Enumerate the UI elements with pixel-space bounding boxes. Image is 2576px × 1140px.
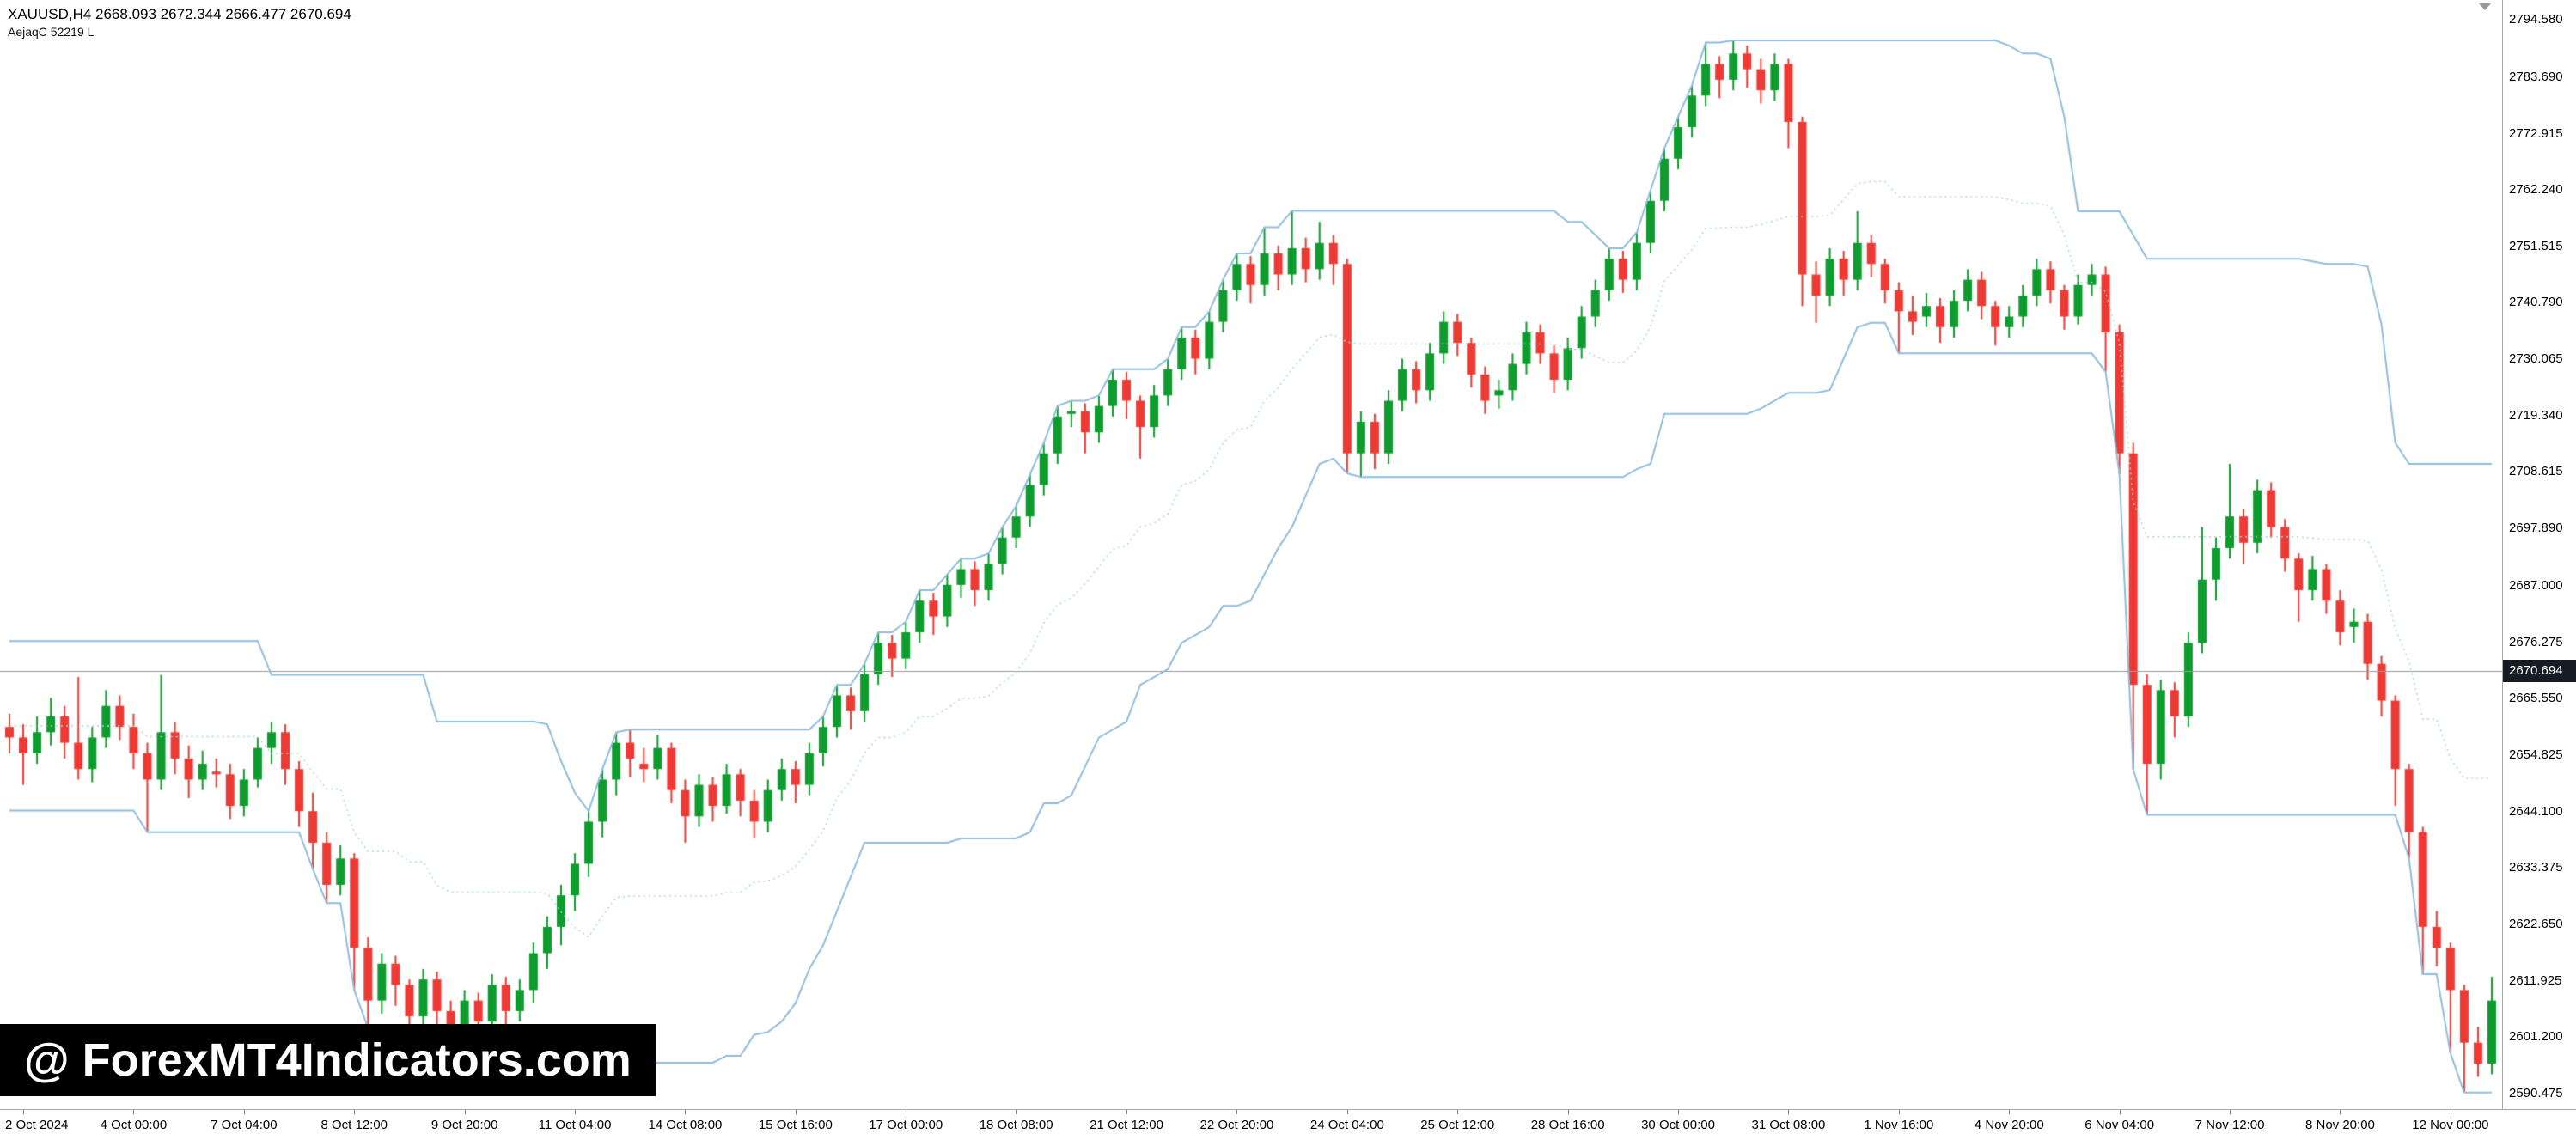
price-axis-label: 2730.065: [2509, 351, 2563, 367]
time-axis-label: 14 Oct 08:00: [648, 1118, 723, 1132]
time-axis-tick: [2009, 1110, 2011, 1114]
time-axis-label: 28 Oct 16:00: [1530, 1118, 1605, 1132]
price-axis-label: 2665.550: [2509, 691, 2563, 706]
time-axis-label: 9 Oct 20:00: [430, 1118, 498, 1132]
time-axis-label: 21 Oct 12:00: [1090, 1118, 1163, 1132]
time-axis-label: 7 Oct 04:00: [211, 1118, 278, 1132]
time-axis-label: 8 Oct 12:00: [320, 1118, 388, 1132]
price-axis-label: 2719.340: [2509, 407, 2563, 423]
price-axis-separator: [2502, 0, 2503, 1109]
time-axis-tick: [1788, 1110, 1790, 1114]
time-axis-label: 4 Oct 00:00: [100, 1118, 168, 1132]
price-axis[interactable]: 2670.694 2794.580 2783.690 2772.915 2762.24…: [2503, 0, 2576, 1109]
price-axis-label: 2611.925: [2509, 972, 2562, 988]
time-axis-label: 8 Nov 20:00: [2304, 1118, 2375, 1132]
time-axis[interactable]: 2 Oct 2024 4 Oct 00:00 7 Oct 04:00 8 Oct 12…: [0, 1110, 2576, 1140]
current-price-badge: 2670.694: [2503, 659, 2576, 682]
time-axis-label: 15 Oct 16:00: [758, 1118, 833, 1132]
price-axis-label: 2772.915: [2509, 125, 2563, 141]
price-axis-label: 2762.240: [2509, 182, 2563, 198]
time-axis-tick: [1898, 1110, 1900, 1114]
price-axis-label: 2590.475: [2509, 1085, 2563, 1100]
time-axis-tick: [133, 1110, 135, 1114]
time-axis-label: 24 Oct 04:00: [1309, 1118, 1384, 1132]
time-axis-label: 1 Nov 16:00: [1864, 1118, 1934, 1132]
time-axis-label: 17 Oct 00:00: [869, 1118, 943, 1132]
symbol-ohlc-readout: XAUUSD,H4 2668.093 2672.344 2666.477 267…: [8, 6, 351, 22]
chart-shift-marker[interactable]: [2478, 3, 2492, 10]
time-axis-label: 6 Nov 04:00: [2085, 1118, 2155, 1132]
time-axis-label: 22 Oct 20:00: [1199, 1118, 1274, 1132]
time-axis-tick: [1126, 1110, 1128, 1114]
price-axis-label: 2751.515: [2509, 238, 2563, 253]
time-axis-tick: [1457, 1110, 1459, 1114]
price-axis-label: 2740.790: [2509, 295, 2563, 310]
time-axis-label: 12 Nov 00:00: [2412, 1118, 2489, 1132]
time-axis-tick: [23, 1110, 25, 1114]
watermark-text: @ ForexMT4Indicators.com: [24, 1034, 632, 1086]
candlestick-chart-canvas[interactable]: [0, 0, 2502, 1109]
time-axis-tick: [795, 1110, 797, 1114]
time-axis-label: 30 Oct 00:00: [1641, 1118, 1715, 1132]
time-axis-label: 31 Oct 08:00: [1751, 1118, 1826, 1132]
price-axis-label: 2676.275: [2509, 634, 2563, 649]
time-axis-tick: [243, 1110, 245, 1114]
time-axis-tick: [1678, 1110, 1680, 1114]
time-axis-label: 4 Nov 20:00: [1974, 1118, 2044, 1132]
price-axis-label: 2708.615: [2509, 464, 2563, 479]
time-axis-label: 7 Nov 12:00: [2194, 1118, 2265, 1132]
time-axis-tick: [2119, 1110, 2121, 1114]
time-axis-separator: [0, 1109, 2576, 1110]
time-axis-tick: [575, 1110, 577, 1114]
time-axis-tick: [1236, 1110, 1238, 1114]
price-axis-label: 2687.000: [2509, 577, 2563, 593]
price-axis-label: 2697.890: [2509, 521, 2563, 536]
time-axis-tick: [464, 1110, 466, 1114]
indicator-readout: AejaqC 52219 L: [8, 25, 95, 39]
time-axis-label: 2 Oct 2024: [5, 1118, 69, 1132]
time-axis-tick: [685, 1110, 687, 1114]
time-axis-label: 25 Oct 12:00: [1420, 1118, 1495, 1132]
time-axis-label: 18 Oct 08:00: [979, 1118, 1053, 1132]
time-axis-label: 11 Oct 04:00: [538, 1118, 612, 1132]
price-axis-label: 2654.825: [2509, 747, 2563, 762]
time-axis-tick: [1567, 1110, 1569, 1114]
price-axis-label: 2622.650: [2509, 916, 2563, 931]
time-axis-tick: [2230, 1110, 2231, 1114]
price-axis-label: 2644.100: [2509, 803, 2563, 819]
time-axis-tick: [1346, 1110, 1348, 1114]
price-axis-label: 2794.580: [2509, 11, 2563, 27]
time-axis-tick: [2340, 1110, 2341, 1114]
price-axis-label: 2601.200: [2509, 1029, 2563, 1045]
price-axis-label: 2783.690: [2509, 69, 2563, 84]
price-axis-label: 2633.375: [2509, 860, 2563, 875]
time-axis-tick: [1016, 1110, 1017, 1114]
time-axis-tick: [354, 1110, 356, 1114]
watermark-banner: @ ForexMT4Indicators.com: [0, 1024, 656, 1096]
